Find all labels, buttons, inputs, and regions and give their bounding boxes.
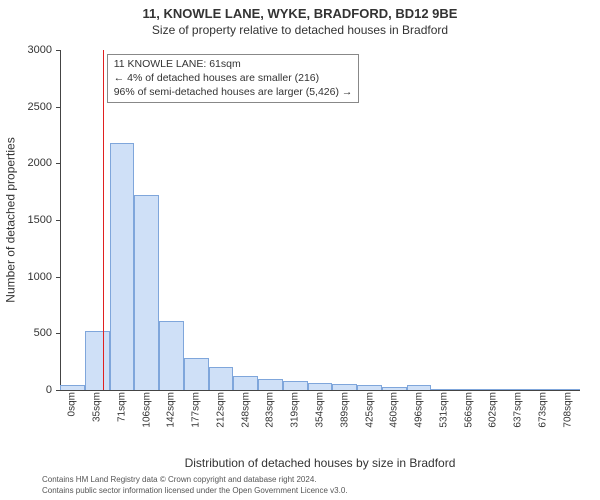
- x-tick-label: 673sqm: [537, 392, 548, 428]
- histogram-bar: [134, 195, 159, 390]
- legend-line-1: 11 KNOWLE LANE: 61sqm: [114, 57, 353, 71]
- histogram-bar: [85, 331, 110, 390]
- x-tick-label: 0sqm: [67, 392, 78, 416]
- histogram-bar: [332, 384, 357, 390]
- x-tick-label: 283sqm: [265, 392, 276, 428]
- histogram-bar: [283, 381, 308, 390]
- histogram-bar: [110, 143, 135, 390]
- histogram-bar: [258, 379, 283, 390]
- x-tick-label: 708sqm: [562, 392, 573, 428]
- x-tick-label: 566sqm: [463, 392, 474, 428]
- histogram-bar: [456, 389, 481, 390]
- x-tick-label: 637sqm: [513, 392, 524, 428]
- histogram-bar: [60, 385, 85, 390]
- x-tick-label: 177sqm: [191, 392, 202, 428]
- histogram-bar: [555, 389, 580, 390]
- y-tick-label: 1500: [2, 214, 52, 226]
- x-tick-label: 496sqm: [414, 392, 425, 428]
- x-axis-label: Distribution of detached houses by size …: [60, 456, 580, 470]
- histogram-bar: [382, 387, 407, 390]
- histogram-bar: [233, 376, 258, 390]
- attribution: Contains HM Land Registry data © Crown c…: [42, 475, 348, 496]
- x-tick-label: 319sqm: [290, 392, 301, 428]
- histogram-bar: [481, 389, 506, 390]
- attribution-line-2: Contains public sector information licen…: [42, 486, 348, 496]
- y-tick-label: 500: [2, 327, 52, 339]
- attribution-line-1: Contains HM Land Registry data © Crown c…: [42, 475, 348, 485]
- y-tick-label: 3000: [2, 44, 52, 56]
- y-tick-label: 2000: [2, 157, 52, 169]
- x-tick-label: 212sqm: [215, 392, 226, 428]
- histogram-bar: [407, 385, 432, 390]
- y-tick-label: 1000: [2, 271, 52, 283]
- x-tick-label: 248sqm: [240, 392, 251, 428]
- y-tick-label: 2500: [2, 101, 52, 113]
- histogram-bar: [184, 358, 209, 390]
- histogram-bar: [308, 383, 333, 390]
- x-tick-label: 354sqm: [315, 392, 326, 428]
- y-axis: 050010001500200025003000: [0, 50, 56, 390]
- histogram-bar: [209, 367, 234, 390]
- reference-line: [103, 50, 104, 390]
- legend-box: 11 KNOWLE LANE: 61sqm ← 4% of detached h…: [107, 54, 360, 103]
- x-tick-label: 106sqm: [141, 392, 152, 428]
- x-tick-label: 142sqm: [166, 392, 177, 428]
- histogram-bar: [531, 389, 556, 390]
- x-tick-label: 35sqm: [92, 392, 103, 422]
- histogram-bar: [506, 389, 531, 390]
- y-tick-label: 0: [2, 384, 52, 396]
- histogram-bar: [159, 321, 184, 390]
- histogram-bar: [431, 389, 456, 390]
- x-tick-label: 460sqm: [389, 392, 400, 428]
- legend-line-2: ← 4% of detached houses are smaller (216…: [114, 71, 353, 85]
- x-tick-label: 531sqm: [438, 392, 449, 428]
- chart-container: 11, KNOWLE LANE, WYKE, BRADFORD, BD12 9B…: [0, 0, 600, 500]
- histogram-bar: [357, 385, 382, 390]
- plot-area: 0sqm35sqm71sqm106sqm142sqm177sqm212sqm24…: [60, 50, 580, 391]
- x-tick-label: 389sqm: [339, 392, 350, 428]
- legend-line-3: 96% of semi-detached houses are larger (…: [114, 85, 353, 99]
- page-subtitle: Size of property relative to detached ho…: [0, 21, 600, 37]
- x-tick-label: 71sqm: [116, 392, 127, 422]
- page-title: 11, KNOWLE LANE, WYKE, BRADFORD, BD12 9B…: [0, 0, 600, 21]
- x-tick-label: 425sqm: [364, 392, 375, 428]
- x-tick-label: 602sqm: [488, 392, 499, 428]
